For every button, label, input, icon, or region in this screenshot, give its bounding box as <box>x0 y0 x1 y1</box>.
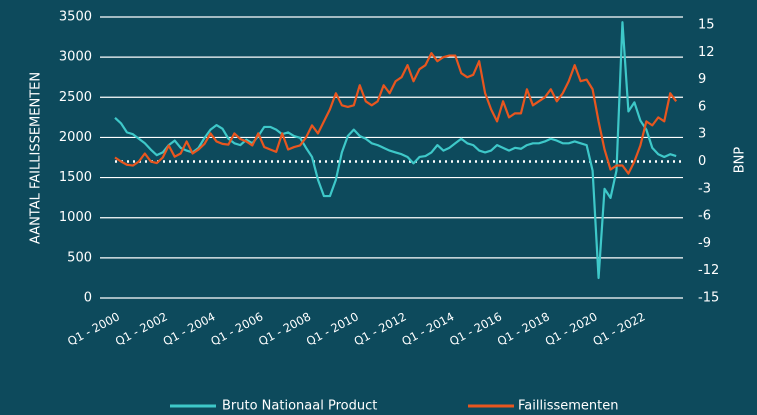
x-tick-label: Q1 - 2010 <box>304 309 361 348</box>
x-tick-label: Q1 - 2018 <box>495 309 552 348</box>
y2-tick-label: 9 <box>698 72 706 87</box>
x-tick-label: Q1 - 2012 <box>352 309 409 348</box>
x-tick-label: Q1 - 2002 <box>113 309 170 348</box>
legend-label: Bruto Nationaal Product <box>222 399 377 414</box>
y2-tick-label: 6 <box>698 99 706 114</box>
y2-tick-label: 3 <box>698 127 706 142</box>
y-tick-label: 3000 <box>59 50 92 65</box>
x-tick-label: Q1 - 2008 <box>256 309 313 348</box>
x-tick-label: Q1 - 2022 <box>590 309 647 348</box>
y-tick-label: 2500 <box>59 90 92 105</box>
y2-tick-label: -12 <box>698 263 719 278</box>
x-tick-label: Q1 - 2016 <box>447 309 504 348</box>
y-tick-label: 3500 <box>59 10 92 25</box>
legend-label: Faillissementen <box>518 399 618 414</box>
x-tick-label: Q1 - 2006 <box>208 309 265 348</box>
y2-tick-label: 0 <box>698 154 706 169</box>
x-tick-label: Q1 - 2000 <box>65 309 122 348</box>
series-line <box>114 52 678 175</box>
y-axis-title: AANTAL FAILLISSEMENTEN <box>29 72 44 244</box>
x-tick-label: Q1 - 2004 <box>161 309 218 348</box>
y2-tick-label: -6 <box>698 209 711 224</box>
y2-tick-label: 15 <box>698 18 715 33</box>
y2-tick-label: -15 <box>698 291 719 306</box>
series-line <box>114 21 677 280</box>
y-tick-label: 1500 <box>59 170 92 185</box>
y2-axis-title: BNP <box>733 147 748 174</box>
y2-tick-label: 12 <box>698 45 715 60</box>
y-tick-label: 0 <box>84 291 92 306</box>
y-tick-label: 2000 <box>59 130 92 145</box>
y2-tick-label: -3 <box>698 181 711 196</box>
y2-tick-label: -9 <box>698 236 711 251</box>
x-tick-label: Q1 - 2020 <box>543 309 600 348</box>
y-tick-label: 1000 <box>59 210 92 225</box>
x-tick-label: Q1 - 2014 <box>399 309 456 348</box>
y-tick-label: 500 <box>67 250 92 265</box>
